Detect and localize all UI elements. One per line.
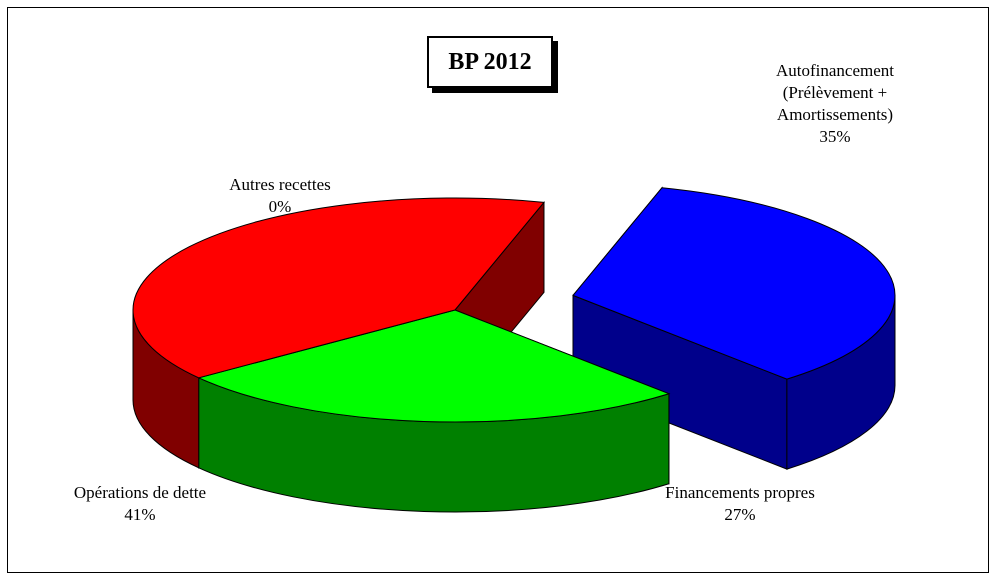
slice-percent: 27% [724,505,756,524]
slice-op-rations-de-dette-top [132,197,545,379]
slice-percent: 35% [819,127,851,146]
slice-label-line: Financements propres [665,483,815,502]
slice-percent: 41% [124,505,156,524]
slice-label-line: (Prélèvement + [782,83,888,102]
slice-autofinancement-top [572,187,896,380]
slice-label-operations-dette: Opérations de dette 41% [40,482,240,526]
chart-title: BP 2012 [427,36,553,88]
slice-label-line: Amortissements) [776,105,894,124]
slice-label-line: Autofinancement [775,61,894,80]
slice-financements-propres-top [197,309,671,423]
slice-percent: 0% [268,197,292,216]
slice-label-autofinancement: Autofinancement (Prélèvement + Amortisse… [720,60,950,148]
slice-label-line: Autres recettes [229,175,331,194]
slice-label-line: Opérations de dette [73,483,207,502]
slice-label-financements-propres: Financements propres 27% [620,482,860,526]
slice-label-autres-recettes: Autres recettes 0% [180,174,380,218]
